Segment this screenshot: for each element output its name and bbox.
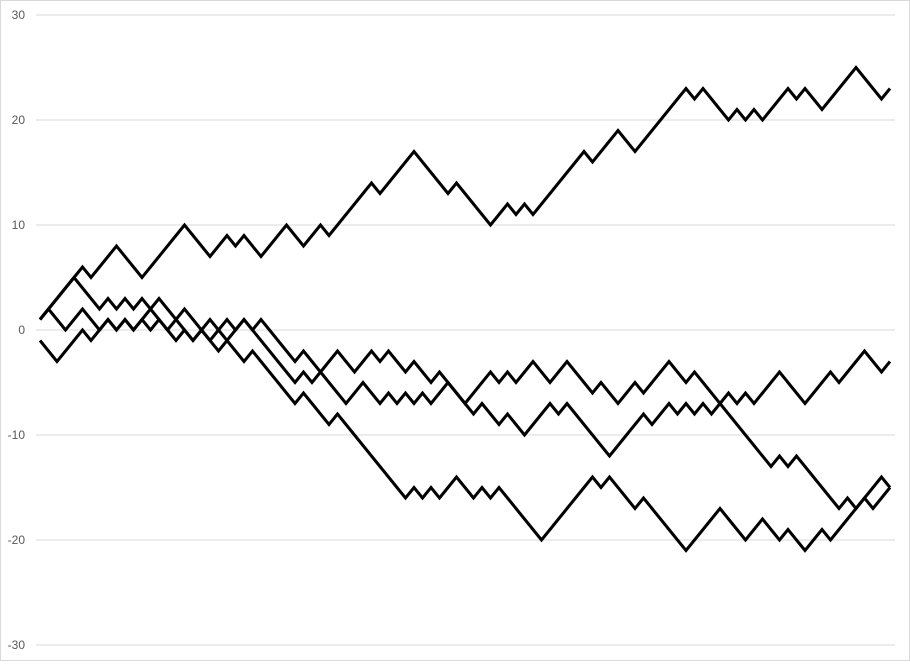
gridlines: [36, 14, 895, 646]
y-axis: 30 20 10 0 -10 -20 -30: [8, 8, 26, 652]
series-line-4: [38, 317, 892, 553]
series-line-3: [38, 296, 892, 459]
y-tick-label: -10: [8, 428, 26, 442]
y-tick-label: 10: [12, 218, 26, 232]
y-tick-label: 30: [12, 8, 26, 22]
y-tick-label: -30: [8, 638, 26, 652]
y-tick-label: -20: [8, 533, 26, 547]
y-tick-label: 0: [18, 323, 25, 337]
series-lines: [38, 65, 892, 553]
y-tick-label: 20: [12, 113, 26, 127]
series-line-1: [38, 65, 892, 321]
